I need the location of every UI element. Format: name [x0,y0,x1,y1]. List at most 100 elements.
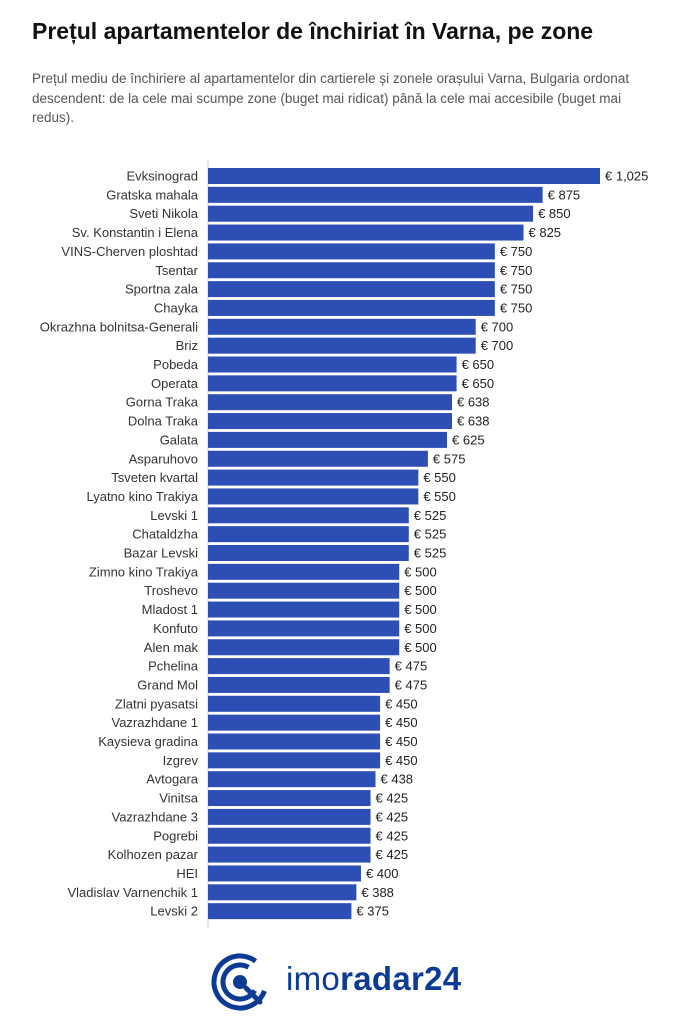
bar-chart: Evksinograd € 1,025 Gratska mahala € 875 Sve… [40,160,648,928]
category-label: Pogrebi [153,828,198,843]
bar [208,526,409,543]
value-label: € 750 [500,282,533,297]
radar-logo-icon [211,953,269,1011]
bar [208,507,409,524]
category-label: Chayka [154,300,199,315]
value-label: € 875 [548,187,581,202]
bar [208,488,419,505]
bar [208,639,400,656]
bar [208,262,495,279]
value-label: € 500 [404,564,437,579]
chart-subtitle: Prețul mediu de închiriere al apartament… [32,71,630,125]
value-label: € 638 [457,395,490,410]
value-label: € 438 [381,772,414,787]
category-label: Briz [176,338,198,353]
bar [208,356,457,373]
value-label: € 400 [366,866,399,881]
category-label: Evksinograd [126,169,198,184]
logo-text-light: imo [286,960,341,997]
value-label: € 375 [356,904,389,919]
bar [208,771,376,788]
bar [208,205,534,222]
value-label: € 650 [462,376,495,391]
bar [208,545,409,561]
category-label: Grand Mol [137,677,198,692]
bar [208,299,495,316]
value-label: € 475 [395,677,428,692]
chart-title: Prețul apartamentelor de închiriat în Va… [32,18,594,44]
logo-wordmark: imoradar24 [286,960,461,998]
value-label: € 475 [395,659,428,674]
bar [208,714,381,731]
value-label: € 750 [500,244,533,259]
bar [208,224,524,241]
bar [208,243,495,260]
value-label: € 750 [500,263,533,278]
value-label: € 425 [376,791,409,806]
value-label: € 850 [538,206,571,221]
bar [208,733,381,750]
bar [208,450,428,467]
bar [208,903,352,920]
value-label: € 500 [404,640,437,655]
value-label: € 450 [385,734,418,749]
imoradar24-logo: imoradar24 [210,950,500,1014]
category-label: Dolna Traka [128,414,199,429]
category-label: Pchelina [148,659,199,674]
bar [208,884,357,901]
category-label: Kolhozen pazar [108,847,199,862]
category-label: Konfuto [153,621,198,636]
bar [208,431,448,448]
value-label: € 425 [376,847,409,862]
value-label: € 575 [433,451,466,466]
category-label: Izgrev [163,753,199,768]
value-label: € 650 [462,357,495,372]
category-label: Galata [160,432,199,447]
bar [208,846,371,863]
bar [208,413,452,430]
category-label: Operata [151,376,199,391]
category-label: Asparuhovo [129,451,198,466]
category-label: Kaysieva gradina [98,734,198,749]
category-label: Lyatno kino Trakiya [86,489,198,504]
bar [208,337,476,354]
category-label: VINS-Cherven ploshtad [61,244,198,259]
bar [208,827,371,844]
category-label: HEI [176,866,198,881]
bar [208,808,371,825]
value-label: € 525 [414,546,447,561]
bar [208,375,457,392]
bar [208,658,390,675]
value-label: € 525 [414,508,447,523]
category-label: Vazrazhdane 3 [112,809,199,824]
bar [208,620,400,637]
value-label: € 625 [452,432,485,447]
category-label: Gorna Traka [126,395,199,410]
bar [208,582,400,599]
value-label: € 550 [423,470,456,485]
value-label: € 500 [404,583,437,598]
category-label: Sv. Konstantin i Elena [72,225,199,240]
value-label: € 450 [385,696,418,711]
bar [208,601,400,618]
bar [208,676,390,693]
category-label: Avtogara [146,772,199,787]
value-label: € 388 [361,885,394,900]
bar [208,318,476,335]
value-label: € 450 [385,753,418,768]
category-label: Chataldzha [132,527,199,542]
category-label: Vinitsa [159,791,199,806]
category-label: Tsveten kvartal [111,470,198,485]
category-label: Troshevo [144,583,198,598]
category-label: Zlatni pyasatsi [115,696,198,711]
category-label: Vazrazhdane 1 [112,715,199,730]
category-label: Vladislav Varnenchik 1 [67,885,198,900]
bar [208,563,400,580]
bar [208,281,495,298]
value-label: € 750 [500,300,533,315]
category-label: Pobeda [153,357,199,372]
value-label: € 700 [481,338,514,353]
value-label: € 425 [376,809,409,824]
bar [208,186,543,203]
category-label: Bazar Levski [124,546,199,561]
